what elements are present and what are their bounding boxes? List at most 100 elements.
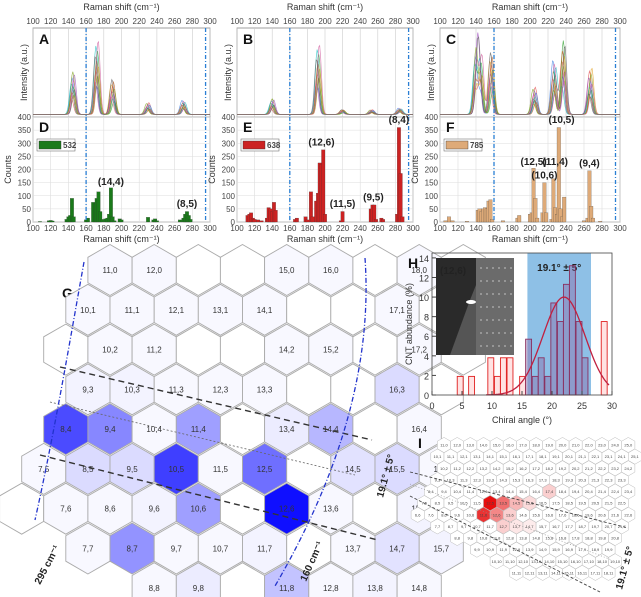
- chirality-hex: [628, 448, 641, 465]
- chirality-hex-label: 16,2: [519, 466, 528, 471]
- chirality-hex-label: 13,2: [480, 466, 489, 471]
- chirality-hex-label: 18,1: [539, 454, 548, 459]
- y-tick-label: 150: [425, 179, 439, 188]
- chirality-hex-label: 18,9: [591, 547, 600, 552]
- chirality-hex-label: 10,3: [124, 385, 140, 394]
- y-tick-label: 150: [222, 179, 236, 188]
- raman-295-curve: [34, 261, 85, 521]
- chirality-hex-label: 24,1: [618, 454, 627, 459]
- chirality-hex-label: 15,1: [499, 454, 508, 459]
- x-axis-title: Raman shift (cm⁻¹): [83, 234, 159, 244]
- x-tick-label: 120: [451, 224, 465, 233]
- chirality-hex-label: 8,8: [149, 584, 161, 593]
- spectrum-line: [440, 47, 620, 115]
- chirality-hex-label: 12,0: [453, 443, 462, 448]
- chirality-hex-label: 13,11: [538, 570, 548, 575]
- histogram-bar: [85, 217, 90, 223]
- chirality-hex-label: 10,7: [213, 544, 229, 553]
- chirality-hex-label: 10,3: [447, 477, 456, 482]
- histogram-bar: [562, 196, 567, 223]
- chirality-hex-label: 14,6: [519, 512, 528, 517]
- chirality-hex-label: 11,1: [125, 306, 141, 315]
- x-tick-label: 180: [505, 224, 519, 233]
- chirality-hex-label: 10,4: [146, 425, 162, 434]
- chirality-hex-label: 11,11: [512, 570, 522, 575]
- x-tick-label: 260: [371, 17, 385, 26]
- x-tick-label: 300: [613, 17, 627, 26]
- peak-annotation: (14,4): [98, 177, 124, 188]
- chirality-hex-label: 9,6: [454, 512, 460, 517]
- peak-annotation: (12,5): [521, 157, 547, 168]
- histogram-bar: [321, 149, 326, 223]
- histogram-bar: [488, 199, 493, 223]
- panel-label: I: [418, 435, 422, 451]
- chirality-hex-label: 21,7: [618, 524, 627, 529]
- chirality-hex-label: 17,6: [559, 512, 568, 517]
- chirality-hex: [175, 562, 221, 597]
- peak-annotation: (11,5): [330, 199, 356, 210]
- chirality-hex-label: 20,4: [585, 489, 594, 494]
- chirality-hex-label: 8,4: [60, 425, 72, 434]
- chirality-hex-label: 15,10: [557, 559, 568, 564]
- x-axis-title: Raman shift (cm⁻¹): [83, 2, 159, 12]
- spectrum-line: [33, 56, 210, 115]
- chirality-hex-label: 18,2: [545, 466, 554, 471]
- x-axis-title: Chiral angle (°): [492, 415, 552, 425]
- x-axis-title: Raman shift (cm⁻¹): [492, 234, 568, 244]
- chirality-hex-label: 13,8: [519, 536, 528, 541]
- chirality-hex-label: 10,4: [453, 489, 462, 494]
- y-tick-label: 400: [425, 113, 439, 122]
- histogram-bar: [340, 211, 345, 223]
- chirality-hex-label: 12,7: [499, 524, 508, 529]
- chirality-hex-label: 14,2: [493, 466, 502, 471]
- chirality-hex-label: 19,1: [552, 454, 561, 459]
- chirality-hex-label: 22,5: [618, 501, 627, 506]
- chirality-hex-label: 19,8: [598, 536, 607, 541]
- chirality-hex-label: 16,0: [323, 266, 339, 275]
- chirality-hex-label: 12,4: [480, 489, 489, 494]
- y-tick-label: 200: [222, 166, 236, 175]
- chirality-hex-label: 12,3: [473, 477, 482, 482]
- chirality-hex-label: 23,4: [624, 489, 633, 494]
- chirality-hex-label: 11,5: [473, 501, 481, 506]
- chirality-hex-label: 16,9: [565, 547, 574, 552]
- chirality-hex-label: 13,6: [323, 505, 339, 514]
- x-tick-label: 260: [168, 17, 182, 26]
- chirality-hex-label: 20,6: [598, 512, 607, 517]
- y-tick-label: 100: [425, 192, 439, 201]
- x-axis-title: Raman shift (cm⁻¹): [287, 2, 363, 12]
- chirality-map-I: I 11,0 12,0 13,0 14,0 15,0 16,0 17,0 18,0 19,0 20,…: [409, 435, 641, 593]
- chirality-hex-label: 19,7: [591, 524, 600, 529]
- angle-boundary-line: [409, 495, 601, 593]
- histogram-bar: [252, 219, 257, 223]
- chirality-hex-label: 14,5: [345, 465, 361, 474]
- x-tick-label: 10: [487, 401, 497, 411]
- x-tick-label: 240: [559, 17, 573, 26]
- chirality-hex-label: 22,1: [591, 454, 600, 459]
- chirality-hex-label: 11,0: [440, 443, 448, 448]
- chirality-hex-label: 12,1: [460, 454, 469, 459]
- chirality-hex-label: 11,2: [147, 346, 163, 355]
- chirality-hex-label: 21,6: [611, 512, 620, 517]
- histogram-bar: [591, 217, 595, 223]
- histogram-bar: [310, 216, 315, 223]
- histogram-panel-F: 100 120 140 160 180 200 220 240 260 280 300 0 50 100 1…: [410, 113, 627, 244]
- legend-swatch: [38, 140, 62, 150]
- chirality-hex-label: 22,4: [611, 489, 620, 494]
- x-tick-label: 240: [559, 224, 573, 233]
- histogram-bar: [598, 221, 603, 223]
- chirality-hex-label: 21,2: [585, 466, 594, 471]
- y-tick-label: 14: [419, 254, 429, 264]
- x-tick-label: 300: [203, 224, 217, 233]
- histogram-bar: [188, 219, 193, 223]
- chirality-hex-label: 15,8: [545, 536, 554, 541]
- chirality-hex-label: 16,8: [559, 536, 568, 541]
- y-tick-label: 100: [18, 192, 32, 201]
- x-axis-title: Raman shift (cm⁻¹): [492, 2, 568, 12]
- x-tick-label: 120: [44, 17, 58, 26]
- x-tick-label: 120: [248, 224, 262, 233]
- histogram-bar: [490, 219, 495, 223]
- peak-annotation: (11,4): [542, 157, 568, 168]
- y-tick-label: 0: [434, 218, 439, 227]
